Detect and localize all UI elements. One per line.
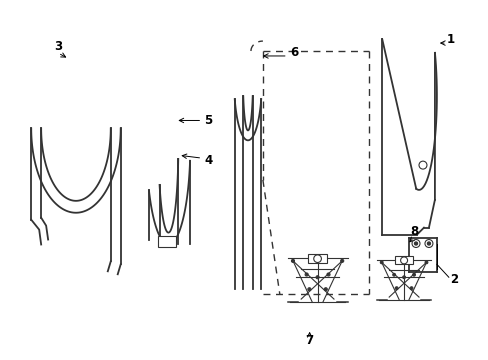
Circle shape (305, 274, 306, 275)
Circle shape (325, 289, 326, 290)
Text: 3: 3 (54, 40, 62, 53)
Circle shape (395, 288, 396, 289)
Bar (307, 254, 327, 263)
Text: 6: 6 (290, 46, 298, 59)
Circle shape (327, 274, 328, 275)
Circle shape (427, 242, 429, 245)
Circle shape (403, 262, 404, 263)
Circle shape (414, 242, 417, 245)
Text: 4: 4 (203, 154, 212, 167)
Circle shape (403, 276, 404, 278)
Circle shape (292, 260, 293, 261)
Circle shape (412, 274, 414, 275)
Circle shape (341, 260, 342, 261)
Circle shape (308, 289, 309, 290)
Circle shape (316, 276, 318, 278)
Text: 1: 1 (446, 33, 454, 46)
Text: 8: 8 (409, 225, 417, 238)
Bar (394, 256, 412, 264)
Circle shape (316, 260, 318, 261)
Circle shape (410, 288, 411, 289)
Text: 2: 2 (449, 273, 457, 286)
Circle shape (425, 262, 426, 263)
Circle shape (393, 274, 394, 275)
Text: 7: 7 (305, 334, 313, 347)
Bar (158, 235, 176, 247)
Circle shape (380, 262, 382, 263)
Text: 5: 5 (203, 114, 212, 127)
